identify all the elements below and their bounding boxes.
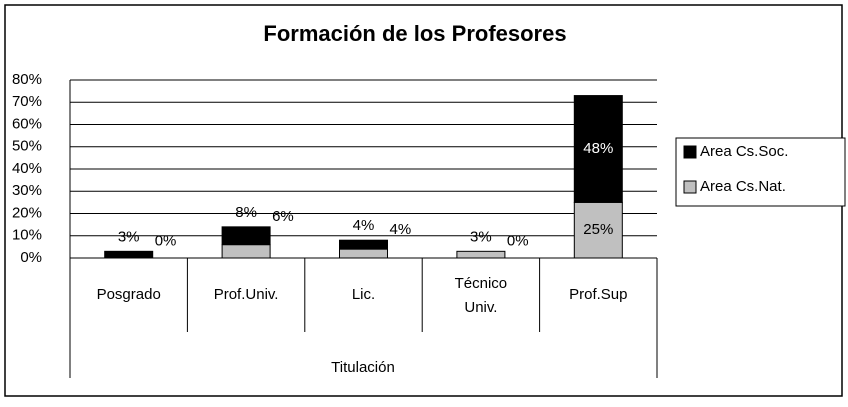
y-tick-label: 60% xyxy=(12,115,42,132)
data-label: 3% xyxy=(118,228,140,245)
legend-label: Area Cs.Nat. xyxy=(700,178,786,195)
x-tick-label: Prof.Univ. xyxy=(214,286,279,303)
y-tick-label: 80% xyxy=(12,71,42,88)
y-tick-label: 70% xyxy=(12,93,42,110)
bar-segment xyxy=(339,239,388,250)
y-tick-label: 30% xyxy=(12,182,42,199)
bar-segment xyxy=(221,226,271,246)
bar-segment xyxy=(339,248,388,259)
x-tick-label: Técnico Univ. xyxy=(455,275,508,316)
data-label: 4% xyxy=(390,221,412,238)
data-label: 0% xyxy=(155,232,177,249)
legend-label: Area Cs.Soc. xyxy=(700,143,788,160)
y-tick-label: 40% xyxy=(12,160,42,177)
x-axis-title: Titulación xyxy=(331,359,395,376)
bar-segment xyxy=(573,95,623,203)
legend-swatch xyxy=(683,180,697,194)
y-tick-label: 10% xyxy=(12,227,42,244)
data-label: 3% xyxy=(470,228,492,245)
y-tick-label: 0% xyxy=(20,249,42,266)
bar-segment xyxy=(573,201,623,259)
y-tick-label: 20% xyxy=(12,204,42,221)
legend-swatch xyxy=(683,145,697,159)
data-label: 25% xyxy=(583,221,613,238)
data-label: 4% xyxy=(353,217,375,234)
data-label: 8% xyxy=(235,204,257,221)
y-tick-label: 50% xyxy=(12,138,42,155)
x-tick-label: Posgrado xyxy=(97,286,161,303)
data-label: 6% xyxy=(272,208,294,225)
chart-title: Formación de los Profesores xyxy=(263,21,566,46)
bar-segment xyxy=(104,250,154,259)
x-tick-label: Lic. xyxy=(352,286,375,303)
bar-segment xyxy=(221,244,271,259)
x-tick-label: Prof.Sup xyxy=(569,286,627,303)
legend-box xyxy=(675,137,846,207)
data-label: 0% xyxy=(507,232,529,249)
data-label: 48% xyxy=(583,140,613,157)
bar-segment xyxy=(456,250,506,259)
